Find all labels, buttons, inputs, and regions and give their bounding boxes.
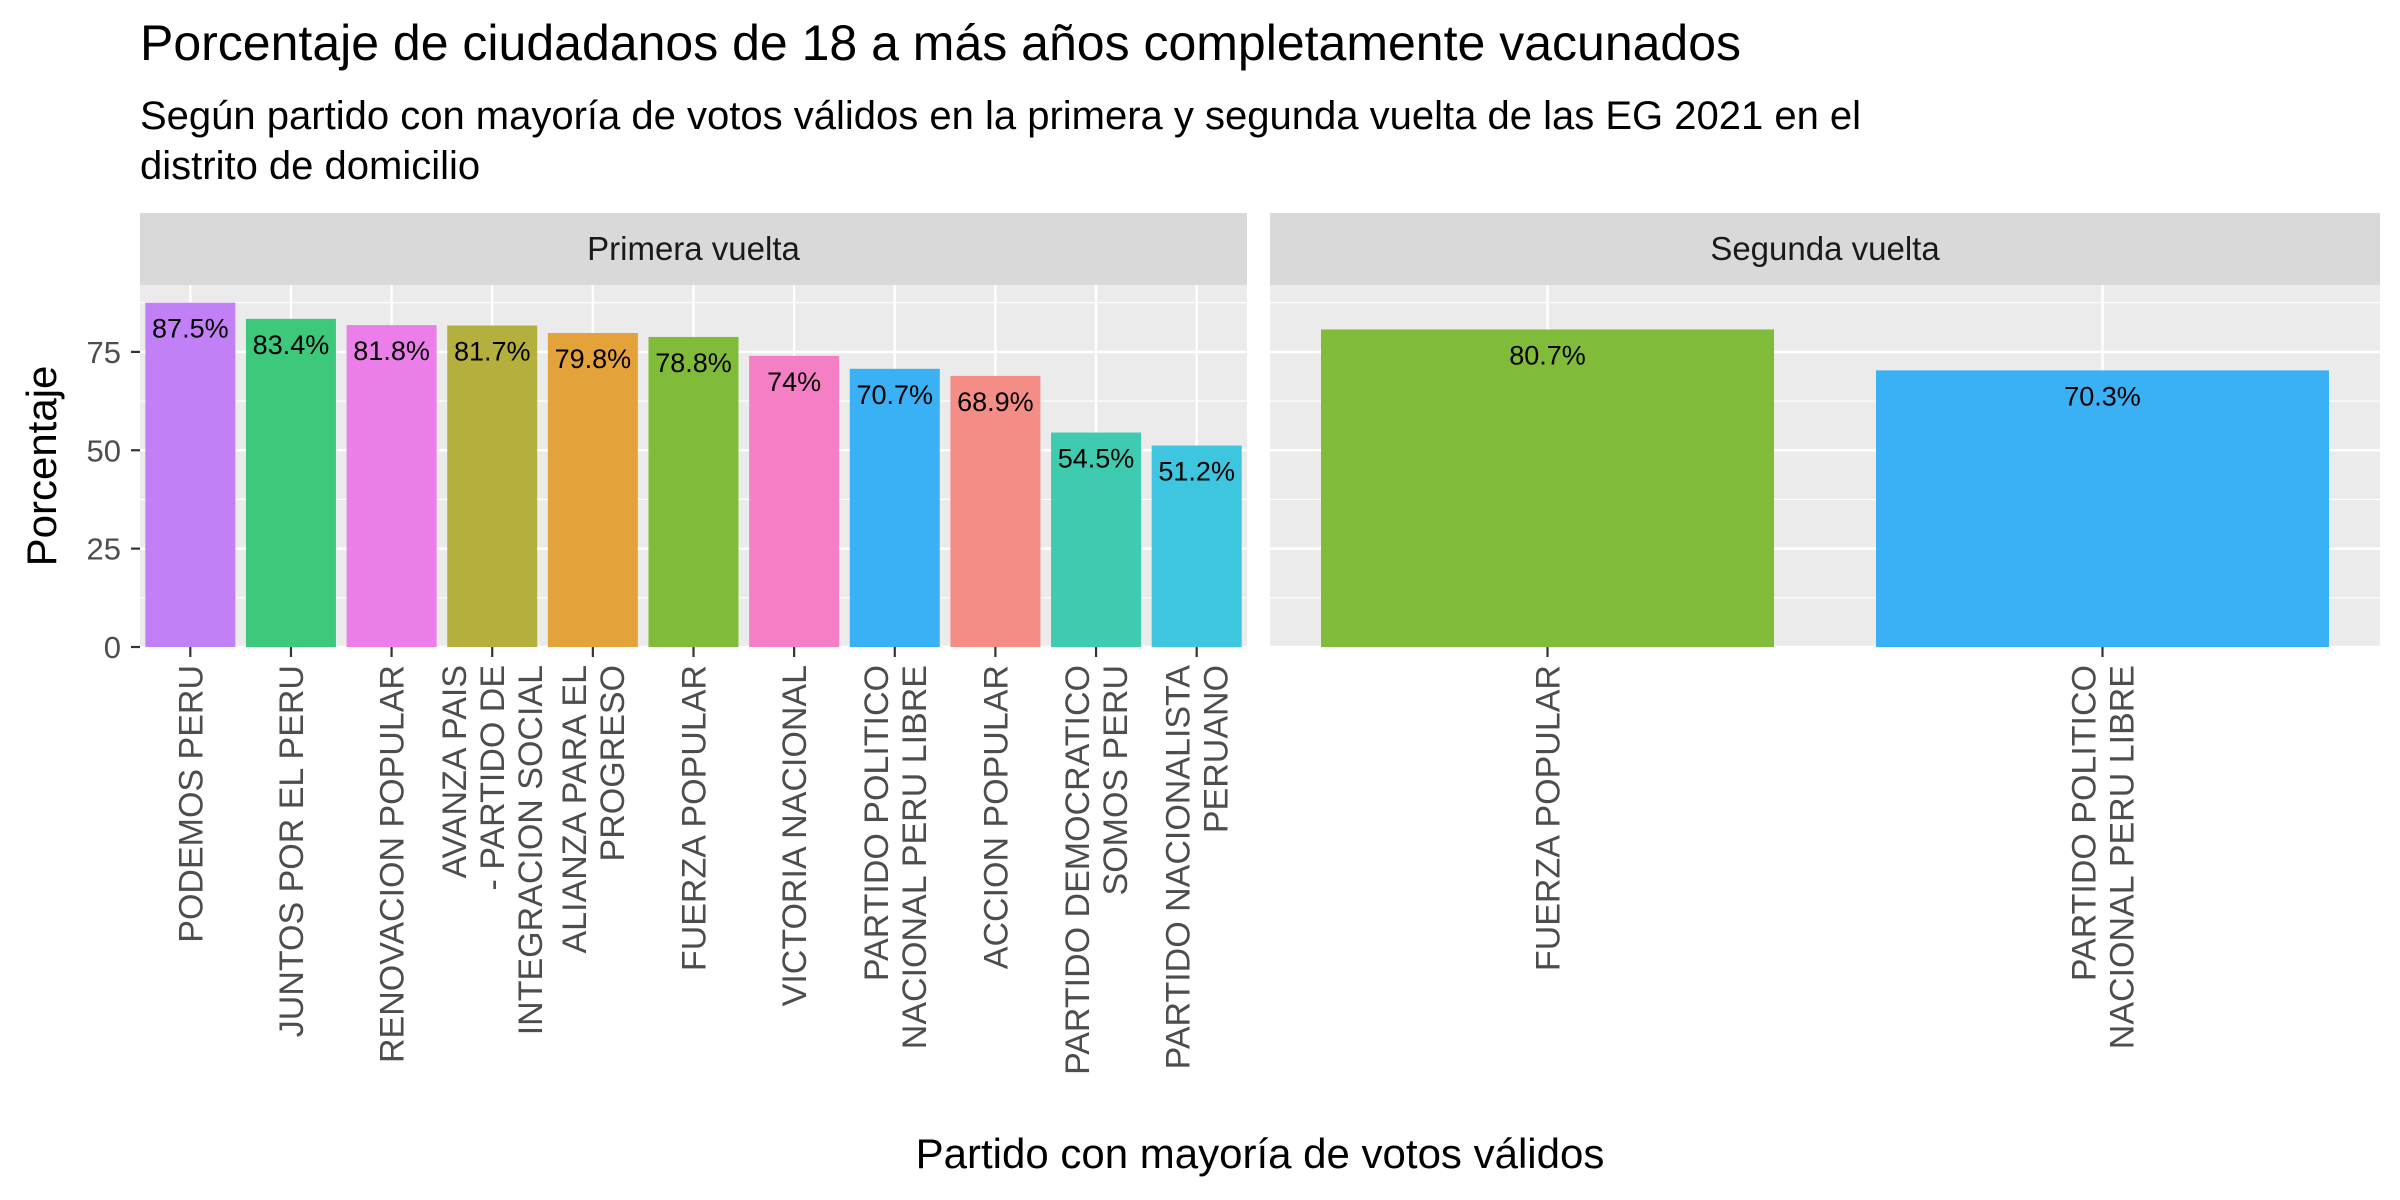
x-tick-label: ALIANZA PARA ELPROGRESO [556,665,632,954]
bar-value-label: 81.7% [454,337,531,367]
x-tick-label-line: - PARTIDO DE [474,665,512,890]
y-axis: 0 25 50 75 [87,335,140,665]
bar-value-label: 81.8% [353,336,430,366]
panel-strip-label-2: Segunda vuelta [1710,230,1940,267]
x-tick-label-line: INTEGRACION SOCIAL [512,665,550,1035]
x-tick-label: PARTIDO NACIONALISTAPERUANO [1160,665,1236,1070]
panel-strip-2 [1270,213,2380,285]
chart-subtitle-line-1: Según partido con mayoría de votos válid… [140,94,1861,138]
x-tick-label: PARTIDO POLITICONACIONAL PERU LIBRE [858,665,934,1049]
bar [447,325,538,647]
x-tick-label-line: ALIANZA PARA EL [556,665,594,954]
x-tick-label-line: VICTORIA NACIONAL [776,665,814,1006]
x-tick-label: ACCION POPULAR [977,665,1015,969]
bar [547,333,638,647]
bar-value-label: 79.8% [555,344,632,374]
bar-value-label: 70.3% [2064,381,2141,411]
x-tick-label-line: JUNTOS POR EL PERU [273,665,311,1037]
x-tick-label-line: FUERZA POPULAR [1530,665,1568,971]
bar [245,318,336,647]
panel-strip-1 [140,213,1247,285]
x-tick-label: JUNTOS POR EL PERU [273,665,311,1037]
bar [346,325,437,647]
bar-value-label: 78.8% [655,348,732,378]
x-tick-label-line: PODEMOS PERU [172,665,210,943]
x-tick-label-line: SOMOS PERU [1097,665,1135,895]
bar-value-label: 87.5% [152,314,229,344]
x-tick-label-line: NACIONAL PERU LIBRE [896,665,934,1049]
panel-1-bars [145,302,1242,647]
bar-value-label: 51.2% [1158,457,1235,487]
y-tick-label: 0 [104,630,121,665]
bar [1321,329,1774,647]
y-tick-label: 75 [87,335,121,370]
chart-title: Porcentaje de ciudadanos de 18 a más año… [140,15,1741,71]
bar [849,368,940,647]
x-tick-label-line: PARTIDO NACIONALISTA [1160,665,1198,1070]
x-tick-label-line: PARTIDO POLITICO [2066,665,2104,981]
x-tick-label-line: AVANZA PAIS [436,665,474,879]
x-tick-label-line: PROGRESO [594,665,632,861]
bar [1051,432,1142,647]
y-tick-label: 50 [87,433,121,468]
x-tick-label: VICTORIA NACIONAL [776,665,814,1006]
y-tick-label: 25 [87,532,121,567]
bar-value-label: 80.7% [1509,340,1586,370]
bar [1151,445,1242,647]
bar [145,302,236,647]
panel-strip-label-1: Primera vuelta [587,230,800,267]
bar [648,336,739,647]
bar-value-label: 83.4% [253,330,330,360]
x-tick-label-line: PERUANO [1198,665,1236,833]
x-tick-label-line: PARTIDO POLITICO [858,665,896,981]
panel-2-x-tick-labels: FUERZA POPULAR PARTIDO POLITICONACIONAL P… [1530,647,2142,1049]
panel-1-x-tick-labels: PODEMOS PERU JUNTOS POR EL PERU RENOVACION… [172,647,1236,1075]
x-tick-label: RENOVACION POPULAR [374,665,412,1063]
x-axis-title: Partido con mayoría de votos válidos [916,1130,1605,1177]
x-tick-label: PARTIDO DEMOCRATICOSOMOS PERU [1059,665,1135,1075]
x-tick-label-line: ACCION POPULAR [977,665,1015,969]
bar [749,355,840,647]
y-axis-title: Porcentaje [18,366,65,567]
bar [1876,370,2329,647]
bar [950,375,1041,647]
x-tick-label-line: PARTIDO DEMOCRATICO [1059,665,1097,1075]
panel-2-bar-labels: 80.7% 70.3% [1509,340,2141,411]
x-tick-label: PODEMOS PERU [172,665,210,943]
panel-1-bar-labels: 87.5% 83.4% 81.8% 81.7% 79.8% 78.8% 74% 70.7% 68… [152,314,1235,487]
bar-value-label: 74% [767,367,821,397]
chart-subtitle-line-2: distrito de domicilio [140,144,480,188]
bar-value-label: 70.7% [856,380,933,410]
x-tick-label: AVANZA PAIS- PARTIDO DEINTEGRACION SOCIA… [436,665,550,1035]
panel-2-bars [1321,329,2329,647]
x-tick-label: PARTIDO POLITICONACIONAL PERU LIBRE [2066,665,2142,1049]
x-tick-label-line: RENOVACION POPULAR [374,665,412,1063]
x-tick-label: FUERZA POPULAR [676,665,714,971]
bar-value-label: 68.9% [957,387,1034,417]
x-tick-label: FUERZA POPULAR [1530,665,1568,971]
x-tick-label-line: NACIONAL PERU LIBRE [2104,665,2142,1049]
bar-value-label: 54.5% [1058,444,1135,474]
x-tick-label-line: FUERZA POPULAR [676,665,714,971]
